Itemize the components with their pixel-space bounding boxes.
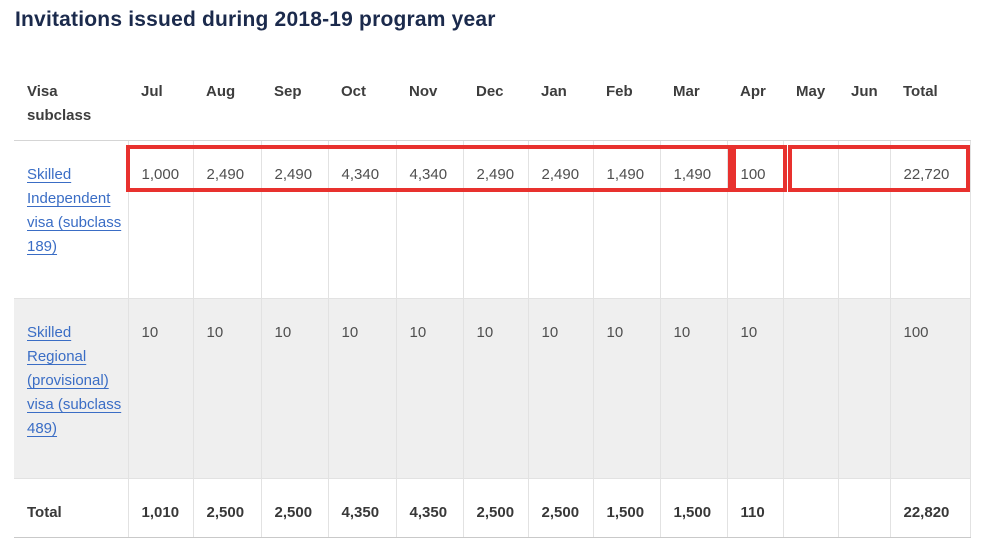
value-cell: 1,490 <box>592 140 661 299</box>
value-cell: 10 <box>327 298 397 479</box>
value-cell: 1,500 <box>592 478 661 538</box>
value-cell: 2,490 <box>527 140 594 299</box>
value-cell: 2,490 <box>260 140 329 299</box>
value-cell: 22,720 <box>889 140 971 299</box>
column-header: Sep <box>261 60 328 141</box>
total-label-cell: Total <box>14 478 129 538</box>
value-cell: 1,490 <box>659 140 728 299</box>
value-cell: 22,820 <box>889 478 971 538</box>
column-header: Visa subclass <box>14 60 128 141</box>
column-header: Apr <box>727 60 783 141</box>
table-row: Skilled Independent visa (subclass 189) 1… <box>14 140 971 299</box>
value-cell: 4,340 <box>327 140 397 299</box>
value-cell: 4,340 <box>395 140 464 299</box>
invitations-table: Visa subclass Jul Aug Sep Oct Nov Dec Jan Feb Mar… <box>14 60 971 538</box>
value-cell: 2,500 <box>527 478 594 538</box>
value-cell: 100 <box>889 298 971 479</box>
value-cell: 10 <box>260 298 329 479</box>
column-header: Aug <box>193 60 261 141</box>
value-cell <box>837 478 891 538</box>
value-cell: 1,000 <box>127 140 194 299</box>
table-row: Skilled Regional (provisional) visa (sub… <box>14 298 971 479</box>
value-cell <box>782 140 839 299</box>
column-header: Nov <box>396 60 463 141</box>
table-body: Skilled Independent visa (subclass 189) 1… <box>14 140 971 538</box>
value-cell: 10 <box>192 298 262 479</box>
value-cell: 10 <box>726 298 784 479</box>
value-cell: 2,490 <box>462 140 529 299</box>
column-header: Mar <box>660 60 727 141</box>
value-cell: 10 <box>395 298 464 479</box>
column-header: Jun <box>838 60 890 141</box>
value-cell: 2,500 <box>260 478 329 538</box>
table-row: Total 1,010 2,500 2,500 4,350 4,350 2,500 2,500… <box>14 478 971 538</box>
column-header: Total <box>890 60 970 141</box>
column-header: Jul <box>128 60 193 141</box>
column-header: Dec <box>463 60 528 141</box>
value-cell: 1,500 <box>659 478 728 538</box>
visa-subclass-cell: Skilled Independent visa (subclass 189) <box>14 140 129 299</box>
visa-subclass-cell: Skilled Regional (provisional) visa (sub… <box>14 298 129 479</box>
value-cell: 10 <box>462 298 529 479</box>
column-header: Oct <box>328 60 396 141</box>
value-cell: 2,500 <box>462 478 529 538</box>
value-cell: 10 <box>127 298 194 479</box>
value-cell: 10 <box>592 298 661 479</box>
column-header: May <box>783 60 838 141</box>
value-cell: 110 <box>726 478 784 538</box>
value-cell <box>837 298 891 479</box>
value-cell: 100 <box>726 140 784 299</box>
visa-subclass-link[interactable]: Skilled Regional (provisional) visa (sub… <box>27 324 122 437</box>
value-cell <box>782 298 839 479</box>
value-cell: 10 <box>527 298 594 479</box>
page-title: Invitations issued during 2018-19 progra… <box>15 8 496 31</box>
value-cell: 4,350 <box>395 478 464 538</box>
table-header: Visa subclass Jul Aug Sep Oct Nov Dec Jan Feb Mar… <box>14 60 970 141</box>
value-cell <box>837 140 891 299</box>
value-cell: 1,010 <box>127 478 194 538</box>
value-cell: 4,350 <box>327 478 397 538</box>
value-cell: 2,500 <box>192 478 262 538</box>
visa-subclass-link[interactable]: Skilled Independent visa (subclass 189) <box>27 166 122 255</box>
header-row: Visa subclass Jul Aug Sep Oct Nov Dec Jan Feb Mar… <box>14 60 970 141</box>
column-header: Feb <box>593 60 660 141</box>
value-cell <box>782 478 839 538</box>
column-header: Jan <box>528 60 593 141</box>
value-cell: 10 <box>659 298 728 479</box>
value-cell: 2,490 <box>192 140 262 299</box>
